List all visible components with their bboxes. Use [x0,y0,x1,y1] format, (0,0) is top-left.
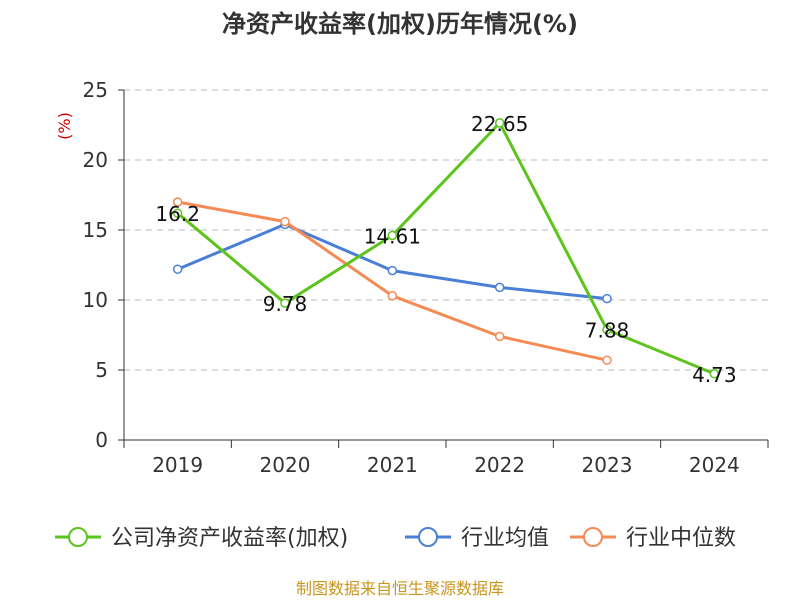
data-labels: 16.2 9.78 14.61 22.65 7.88 4.73 [155,112,736,387]
data-point[interactable] [387,230,398,241]
series-line-0 [176,121,715,376]
data-point[interactable] [280,216,290,227]
data-point[interactable] [602,355,612,365]
data-label: 14.61 [364,224,421,248]
data-point[interactable] [602,324,612,335]
legend-label: 公司净资产收益率(加权) [111,526,348,551]
data-point[interactable] [172,197,183,207]
data-point[interactable] [172,208,183,218]
x-tick-label: 2023 [582,453,633,477]
y-tick-label: 15 [83,218,108,242]
axes: 0 5 10 15 20 25 2019 2020 2021 2022 2023 2024 [83,78,769,477]
data-point[interactable] [387,265,398,276]
legend-marker [418,527,438,547]
data-point[interactable] [172,264,183,274]
data-label: 22.65 [471,112,528,136]
y-axis-label: (%) [55,112,74,140]
data-point[interactable] [494,118,505,128]
chart-title: 净资产收益率(加权)历年情况(%) [222,10,578,38]
y-tick-label: 25 [83,78,108,102]
data-label: 9.78 [263,292,308,316]
data-label: 7.88 [585,319,630,343]
x-tick-label: 2024 [689,453,740,477]
y-tick-label: 5 [95,358,108,382]
data-label: 16.2 [155,202,200,226]
data-label: 4.73 [692,363,737,387]
data-point[interactable] [709,369,720,379]
legend-label: 行业均值 [461,526,549,551]
data-point[interactable] [280,298,290,308]
data-point[interactable] [387,291,398,301]
legend-item-2[interactable]: 行业中位数 [570,526,736,551]
legend-marker [583,527,603,547]
y-tick-label: 0 [95,428,108,452]
series-layer [172,118,720,379]
legend[interactable]: 公司净资产收益率(加权) 行业均值 行业中位数 [55,526,736,551]
data-point[interactable] [602,293,612,304]
legend-label: 行业中位数 [626,526,736,551]
data-point[interactable] [494,331,505,342]
source-note: 制图数据来自恒生聚源数据库 [296,579,504,598]
y-tick-label: 20 [83,148,108,172]
x-tick-label: 2020 [260,453,311,477]
data-point[interactable] [494,282,505,293]
legend-item-1[interactable]: 行业均值 [405,526,549,551]
legend-marker [68,527,88,547]
y-tick-label: 10 [83,288,108,312]
legend-item-0[interactable]: 公司净资产收益率(加权) [55,526,348,551]
x-tick-label: 2021 [367,453,418,477]
x-tick-label: 2022 [474,453,525,477]
x-tick-label: 2019 [152,453,203,477]
grid [124,89,768,371]
